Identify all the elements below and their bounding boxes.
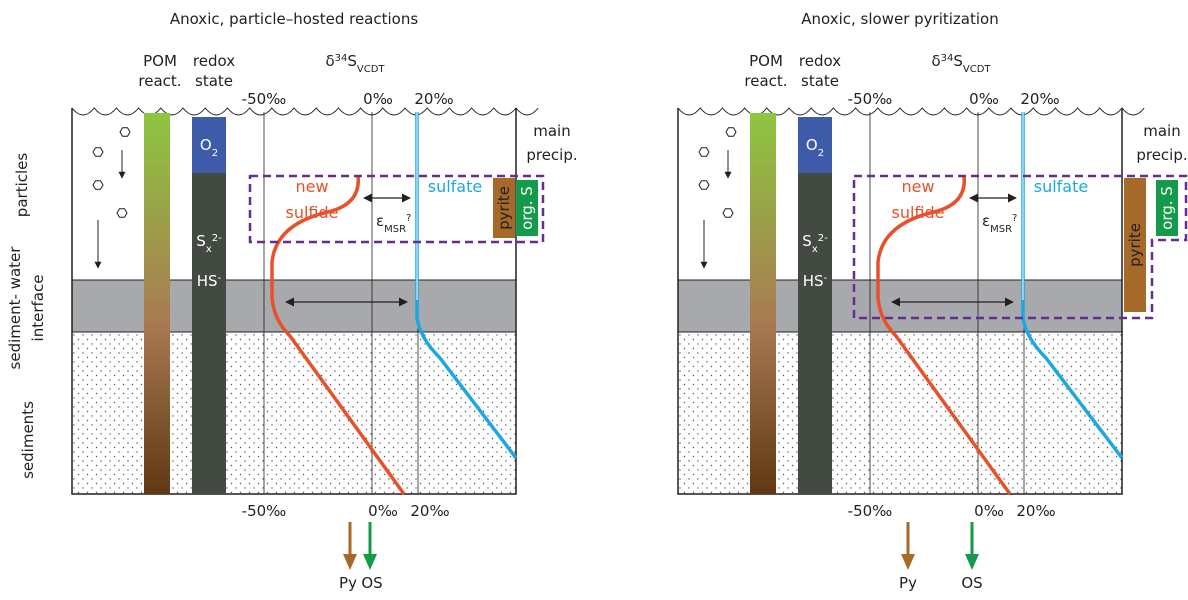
redox-bar-sulfide (192, 173, 226, 494)
bottom-tick-label: 0‰ (974, 502, 1004, 520)
bottom-tick-label: 0‰ (368, 502, 398, 520)
interface-band (678, 280, 1122, 332)
sulfide-label: sulfide (892, 203, 945, 222)
o2-label-part: 2 (212, 148, 218, 159)
sediment (72, 332, 516, 494)
top-tick-label: 0‰ (363, 90, 393, 108)
top-tick-label: 0‰ (969, 90, 999, 108)
hs-label-part: HS (803, 272, 824, 290)
top-tick-label: 20‰ (414, 90, 453, 108)
precip-label: precip. (526, 146, 577, 164)
hs-label-part: HS (197, 272, 218, 290)
epsilon-label-part: MSR (990, 224, 1012, 235)
hs-label-part: - (824, 273, 828, 284)
sulfate-label: sulfate (1034, 177, 1088, 196)
column-label: redox (193, 52, 235, 70)
epsilon-label-part: MSR (384, 224, 406, 235)
sx-label-part: x (206, 244, 212, 255)
py-label: Py (339, 574, 357, 592)
side-label: particles (13, 153, 31, 218)
bottom-tick-label: 20‰ (1016, 502, 1055, 520)
column-label: react. (744, 72, 787, 90)
pom-bar (750, 113, 776, 494)
sx-label-part: 2- (818, 233, 828, 244)
sediment (678, 332, 1122, 494)
panel: Anoxic, particle–hosted reactions POM reac… (72, 10, 578, 592)
side-label: interface (29, 275, 47, 342)
isotope-label-part: δ (325, 52, 334, 70)
epsilon-label-part: ε (982, 212, 990, 230)
sulfide-label: new (295, 177, 328, 196)
os-label: OS (961, 574, 982, 592)
org-s-label: org. S (518, 186, 536, 230)
column-label: state (801, 72, 839, 90)
redox-bar-sulfide (798, 173, 832, 494)
isotope-label-part: 34 (335, 53, 348, 64)
panel-title: Anoxic, slower pyritization (801, 10, 998, 28)
panel: Anoxic, slower pyritization POM react. redo… (678, 10, 1188, 592)
pyrite-label: pyrite (1126, 223, 1144, 267)
isotope-label-part: 34 (941, 53, 954, 64)
isotope-label: δ34SVCDT (325, 52, 385, 75)
py-label: Py (899, 574, 917, 592)
side-label: sediment- water (6, 246, 24, 370)
isotope-label-part: VCDT (357, 64, 386, 75)
o2-label-part: 2 (818, 148, 824, 159)
sx-label-part: x (812, 244, 818, 255)
sulfate-label: sulfate (428, 177, 482, 196)
py-arrow-head (901, 554, 915, 570)
top-tick-label: -50‰ (848, 90, 893, 108)
page: particles sediment- water interface sedimen… (0, 0, 1188, 600)
diagram: particles sediment- water interface sedimen… (0, 0, 1188, 600)
column-label: react. (138, 72, 181, 90)
o2-label-part: O (200, 136, 212, 154)
os-arrow-head (965, 554, 979, 570)
precip-label: main (1143, 122, 1180, 140)
sx-label-part: S (802, 232, 812, 250)
epsilon-label-part: ? (406, 213, 411, 224)
interface-band (72, 280, 516, 332)
top-tick-label: -50‰ (242, 90, 287, 108)
isotope-label-part: S (347, 52, 357, 70)
os-arrow-head (363, 554, 377, 570)
epsilon-label-part: ε (376, 212, 384, 230)
isotope-label-part: VCDT (963, 64, 992, 75)
sulfide-label: new (901, 177, 934, 196)
sx-label-part: 2- (212, 233, 222, 244)
epsilon-label-part: ? (1012, 213, 1017, 224)
column-label: redox (799, 52, 841, 70)
py-arrow-head (343, 554, 357, 570)
top-tick-label: 20‰ (1020, 90, 1059, 108)
side-label: sediments (19, 401, 37, 479)
column-label: state (195, 72, 233, 90)
org-s-label: org. S (1158, 186, 1176, 230)
content: particles sediment- water interface sedimen… (6, 10, 1188, 592)
bottom-tick-label: -50‰ (848, 502, 893, 520)
o2-label-part: O (806, 136, 818, 154)
precip-label: precip. (1136, 146, 1187, 164)
pyrite-label: pyrite (495, 186, 513, 230)
isotope-label-part: δ (931, 52, 940, 70)
column-label: POM (143, 52, 177, 70)
isotope-label: δ34SVCDT (931, 52, 991, 75)
os-label: OS (361, 574, 382, 592)
precip-label: main (533, 122, 570, 140)
sulfide-label: sulfide (286, 203, 339, 222)
hs-label-part: - (218, 273, 222, 284)
bottom-tick-label: -50‰ (242, 502, 287, 520)
panel-title: Anoxic, particle–hosted reactions (170, 10, 419, 28)
sx-label-part: S (196, 232, 206, 250)
bottom-tick-label: 20‰ (410, 502, 449, 520)
column-label: POM (749, 52, 783, 70)
isotope-label-part: S (953, 52, 963, 70)
pom-bar (144, 113, 170, 494)
